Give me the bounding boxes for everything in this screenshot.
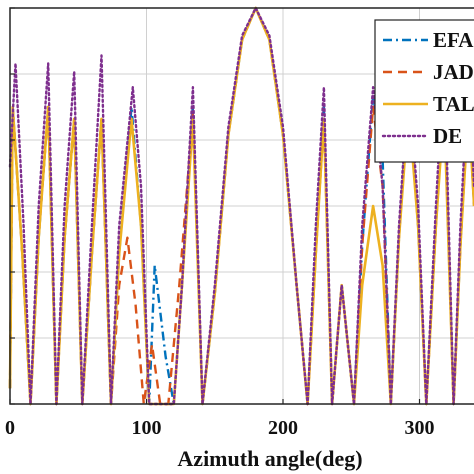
x-tick-label: 200 xyxy=(268,417,298,439)
legend-label-jade: JADE xyxy=(433,60,474,84)
x-tick-label: 0 xyxy=(5,417,15,439)
y-axis-ticks xyxy=(10,7,15,405)
legend: EFA JADE TAL DE xyxy=(374,19,474,163)
legend-label-de: DE xyxy=(433,124,462,148)
legend-label-efa: EFA xyxy=(433,28,474,52)
legend-label-tal: TAL xyxy=(433,92,474,116)
x-tick-label: 100 xyxy=(132,417,162,439)
legend-box xyxy=(374,19,474,163)
x-axis-label: Azimuth angle(deg) xyxy=(177,446,362,471)
x-tick-label: 300 xyxy=(405,417,435,439)
x-axis-ticks: 0 100 200 300 xyxy=(5,399,435,439)
